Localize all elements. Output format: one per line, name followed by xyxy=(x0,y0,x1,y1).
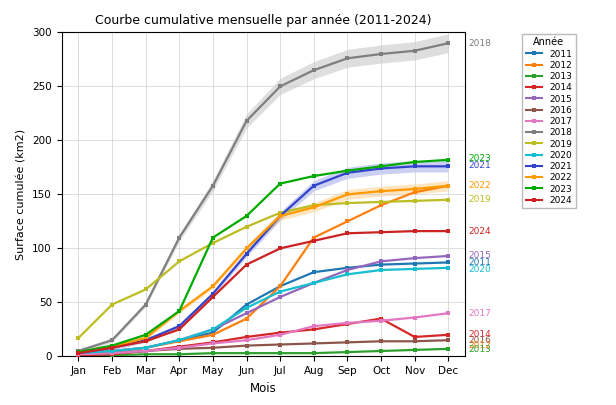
X-axis label: Mois: Mois xyxy=(250,382,277,395)
Text: 2020: 2020 xyxy=(468,266,491,275)
Text: 2022: 2022 xyxy=(468,181,491,190)
Text: 2014: 2014 xyxy=(468,330,491,339)
Text: 2012: 2012 xyxy=(468,341,491,350)
Text: 2017: 2017 xyxy=(468,309,492,318)
Text: 2024: 2024 xyxy=(468,227,491,236)
Title: Courbe cumulative mensuelle par année (2011-2024): Courbe cumulative mensuelle par année (2… xyxy=(95,14,432,27)
Text: 2019: 2019 xyxy=(468,195,492,204)
Text: 2021: 2021 xyxy=(468,161,491,170)
Text: 2018: 2018 xyxy=(468,39,492,48)
Text: 2011: 2011 xyxy=(468,258,492,267)
Y-axis label: Surface cumulée (km2): Surface cumulée (km2) xyxy=(17,129,26,260)
Text: 2016: 2016 xyxy=(468,336,492,345)
Text: 2013: 2013 xyxy=(468,345,492,354)
Text: 2023: 2023 xyxy=(468,154,491,163)
Legend: 2011, 2012, 2013, 2014, 2015, 2016, 2017, 2018, 2019, 2020, 2021, 2022, 2023, 20: 2011, 2012, 2013, 2014, 2015, 2016, 2017… xyxy=(522,34,575,209)
Text: 2015: 2015 xyxy=(468,252,492,260)
